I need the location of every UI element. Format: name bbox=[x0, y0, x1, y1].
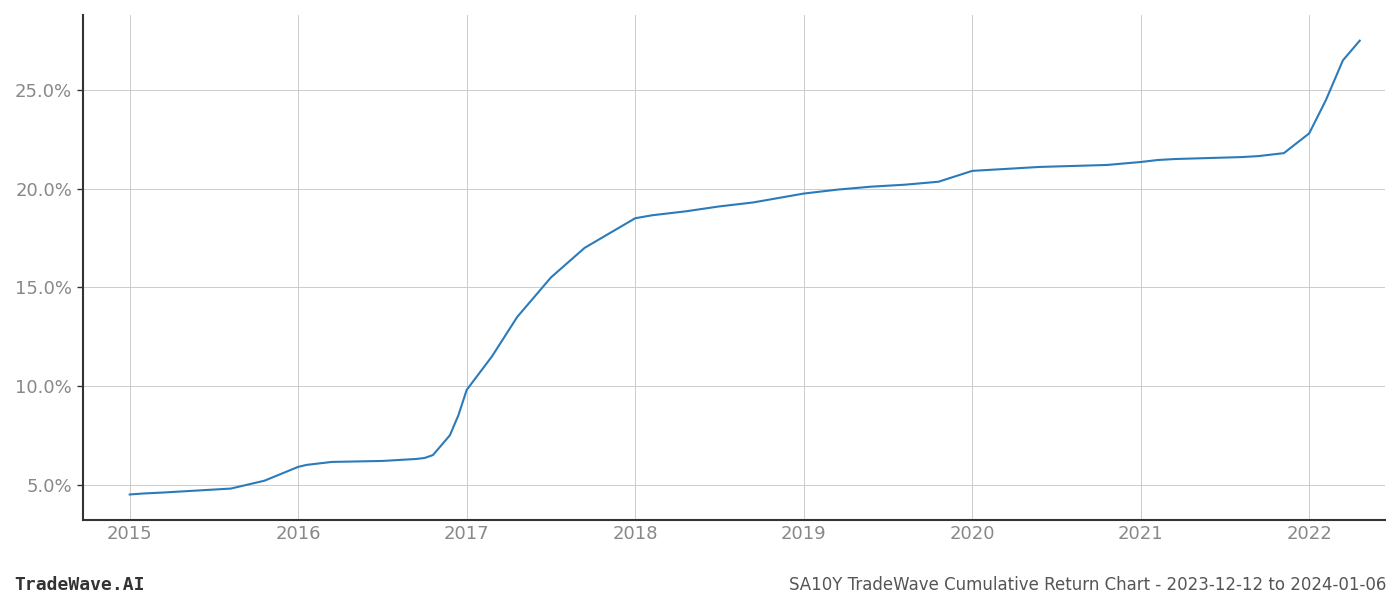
Text: SA10Y TradeWave Cumulative Return Chart - 2023-12-12 to 2024-01-06: SA10Y TradeWave Cumulative Return Chart … bbox=[788, 576, 1386, 594]
Text: TradeWave.AI: TradeWave.AI bbox=[14, 576, 144, 594]
